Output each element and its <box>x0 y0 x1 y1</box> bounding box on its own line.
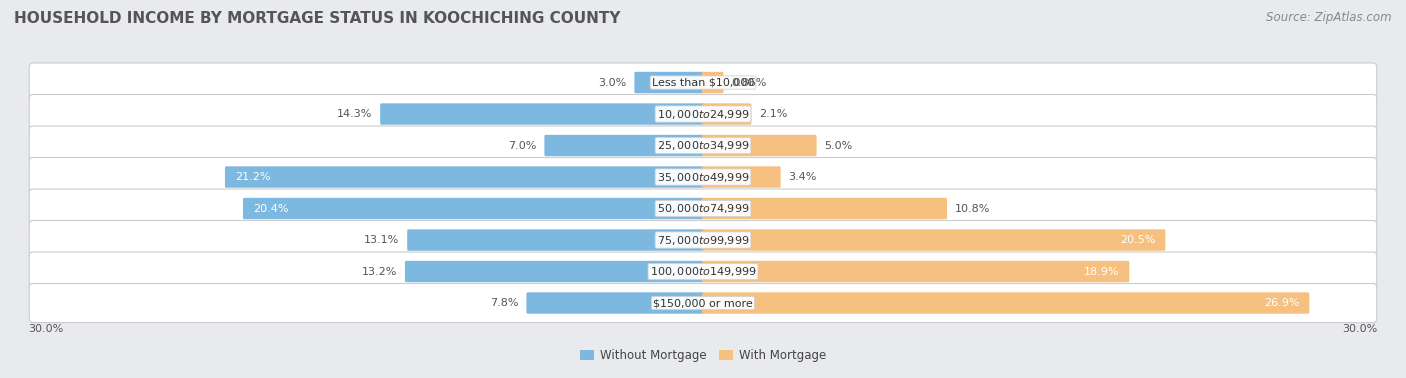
Text: 13.1%: 13.1% <box>364 235 399 245</box>
FancyBboxPatch shape <box>225 166 704 188</box>
Text: 20.5%: 20.5% <box>1119 235 1156 245</box>
Text: 2.1%: 2.1% <box>759 109 787 119</box>
Text: Source: ZipAtlas.com: Source: ZipAtlas.com <box>1267 11 1392 24</box>
FancyBboxPatch shape <box>30 189 1376 228</box>
Text: $100,000 to $149,999: $100,000 to $149,999 <box>650 265 756 278</box>
Text: HOUSEHOLD INCOME BY MORTGAGE STATUS IN KOOCHICHING COUNTY: HOUSEHOLD INCOME BY MORTGAGE STATUS IN K… <box>14 11 620 26</box>
Text: 5.0%: 5.0% <box>824 141 852 150</box>
FancyBboxPatch shape <box>702 292 1309 314</box>
FancyBboxPatch shape <box>702 135 817 156</box>
Text: 3.0%: 3.0% <box>599 77 627 88</box>
FancyBboxPatch shape <box>408 229 704 251</box>
Text: 10.8%: 10.8% <box>955 203 990 214</box>
FancyBboxPatch shape <box>30 220 1376 260</box>
Text: 30.0%: 30.0% <box>1343 324 1378 335</box>
FancyBboxPatch shape <box>30 284 1376 322</box>
FancyBboxPatch shape <box>634 72 704 93</box>
FancyBboxPatch shape <box>30 158 1376 197</box>
FancyBboxPatch shape <box>702 229 1166 251</box>
Text: $35,000 to $49,999: $35,000 to $49,999 <box>657 170 749 184</box>
Text: $25,000 to $34,999: $25,000 to $34,999 <box>657 139 749 152</box>
Text: 13.2%: 13.2% <box>361 266 396 277</box>
Text: 7.0%: 7.0% <box>508 141 537 150</box>
FancyBboxPatch shape <box>30 94 1376 133</box>
FancyBboxPatch shape <box>702 261 1129 282</box>
FancyBboxPatch shape <box>30 126 1376 165</box>
Text: $150,000 or more: $150,000 or more <box>654 298 752 308</box>
Text: 26.9%: 26.9% <box>1264 298 1299 308</box>
Text: $50,000 to $74,999: $50,000 to $74,999 <box>657 202 749 215</box>
FancyBboxPatch shape <box>30 252 1376 291</box>
Text: 0.86%: 0.86% <box>731 77 766 88</box>
Text: 3.4%: 3.4% <box>789 172 817 182</box>
Text: $10,000 to $24,999: $10,000 to $24,999 <box>657 107 749 121</box>
Text: 7.8%: 7.8% <box>491 298 519 308</box>
FancyBboxPatch shape <box>544 135 704 156</box>
FancyBboxPatch shape <box>243 198 704 219</box>
FancyBboxPatch shape <box>405 261 704 282</box>
FancyBboxPatch shape <box>526 292 704 314</box>
FancyBboxPatch shape <box>702 72 724 93</box>
Text: 21.2%: 21.2% <box>235 172 270 182</box>
Text: $75,000 to $99,999: $75,000 to $99,999 <box>657 234 749 246</box>
FancyBboxPatch shape <box>702 103 751 125</box>
Legend: Without Mortgage, With Mortgage: Without Mortgage, With Mortgage <box>575 344 831 367</box>
Text: 14.3%: 14.3% <box>337 109 373 119</box>
Text: Less than $10,000: Less than $10,000 <box>652 77 754 88</box>
FancyBboxPatch shape <box>380 103 704 125</box>
Text: 20.4%: 20.4% <box>253 203 288 214</box>
FancyBboxPatch shape <box>702 198 948 219</box>
Text: 18.9%: 18.9% <box>1084 266 1119 277</box>
Text: 30.0%: 30.0% <box>28 324 63 335</box>
FancyBboxPatch shape <box>702 166 780 188</box>
FancyBboxPatch shape <box>30 63 1376 102</box>
